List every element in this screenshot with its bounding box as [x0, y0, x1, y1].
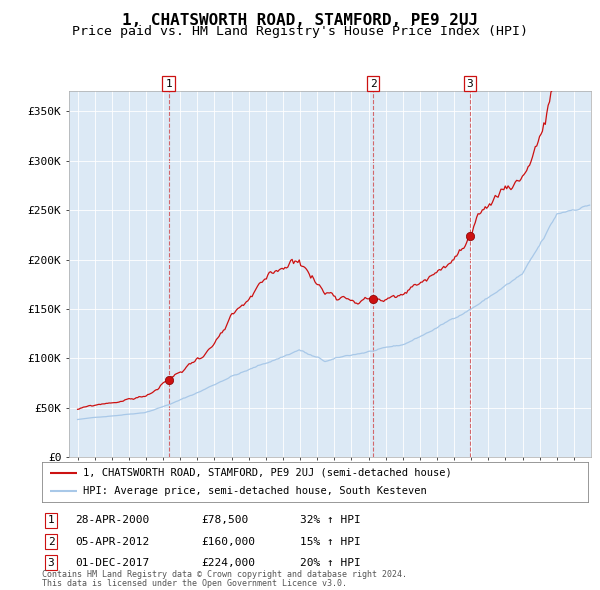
Text: £160,000: £160,000	[201, 537, 255, 546]
Text: £224,000: £224,000	[201, 558, 255, 568]
Text: 1, CHATSWORTH ROAD, STAMFORD, PE9 2UJ (semi-detached house): 1, CHATSWORTH ROAD, STAMFORD, PE9 2UJ (s…	[83, 468, 452, 478]
Text: 3: 3	[466, 78, 473, 88]
Text: 1, CHATSWORTH ROAD, STAMFORD, PE9 2UJ: 1, CHATSWORTH ROAD, STAMFORD, PE9 2UJ	[122, 13, 478, 28]
Text: This data is licensed under the Open Government Licence v3.0.: This data is licensed under the Open Gov…	[42, 579, 347, 588]
Text: 1: 1	[47, 516, 55, 525]
Text: 15% ↑ HPI: 15% ↑ HPI	[300, 537, 361, 546]
Text: 28-APR-2000: 28-APR-2000	[75, 516, 149, 525]
Text: HPI: Average price, semi-detached house, South Kesteven: HPI: Average price, semi-detached house,…	[83, 486, 427, 496]
Text: 1: 1	[165, 78, 172, 88]
Text: 2: 2	[47, 537, 55, 546]
Text: Price paid vs. HM Land Registry's House Price Index (HPI): Price paid vs. HM Land Registry's House …	[72, 25, 528, 38]
Text: Contains HM Land Registry data © Crown copyright and database right 2024.: Contains HM Land Registry data © Crown c…	[42, 571, 407, 579]
Text: 01-DEC-2017: 01-DEC-2017	[75, 558, 149, 568]
Text: £78,500: £78,500	[201, 516, 248, 525]
Text: 32% ↑ HPI: 32% ↑ HPI	[300, 516, 361, 525]
Text: 3: 3	[47, 558, 55, 568]
Text: 2: 2	[370, 78, 377, 88]
Text: 20% ↑ HPI: 20% ↑ HPI	[300, 558, 361, 568]
Text: 05-APR-2012: 05-APR-2012	[75, 537, 149, 546]
